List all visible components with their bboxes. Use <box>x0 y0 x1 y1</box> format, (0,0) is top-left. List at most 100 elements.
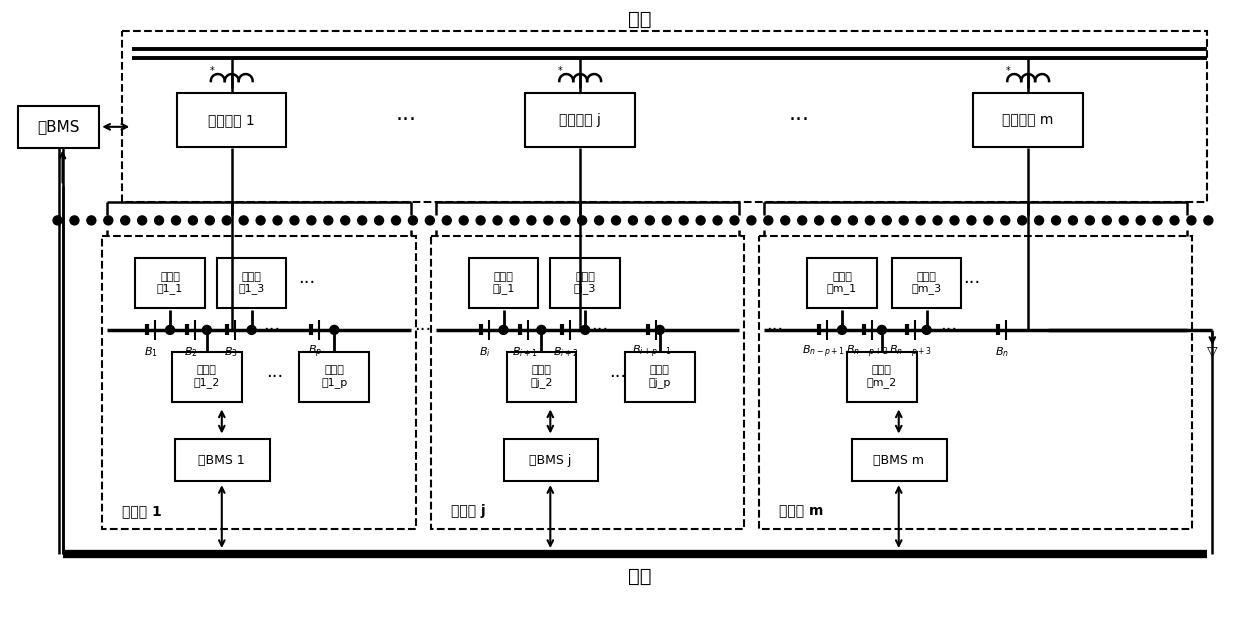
Bar <box>807 259 877 308</box>
Text: ···: ··· <box>395 110 416 130</box>
Circle shape <box>612 216 621 225</box>
Circle shape <box>239 216 248 225</box>
Bar <box>760 236 1192 529</box>
Circle shape <box>628 216 637 225</box>
Text: ···: ··· <box>766 321 783 339</box>
Circle shape <box>341 216 349 225</box>
Text: 顶层电路 m: 顶层电路 m <box>1002 113 1054 127</box>
Text: ···: ··· <box>266 368 284 386</box>
Bar <box>624 352 695 402</box>
Circle shape <box>747 216 756 225</box>
Text: 底层电
路j_2: 底层电 路j_2 <box>530 365 553 388</box>
Circle shape <box>222 216 232 225</box>
Circle shape <box>392 216 400 225</box>
Circle shape <box>544 216 553 225</box>
Bar <box>177 93 286 147</box>
Circle shape <box>916 216 926 225</box>
Text: 底层电
路j_1: 底层电 路j_1 <box>492 272 514 294</box>
Text: $B_{n-p+1}$: $B_{n-p+1}$ <box>802 343 845 360</box>
Circle shape <box>1136 216 1145 225</box>
Text: 电池包 m: 电池包 m <box>779 504 824 518</box>
Circle shape <box>1204 216 1213 225</box>
Text: *: * <box>1006 66 1011 76</box>
Circle shape <box>646 216 654 225</box>
Text: $B_{i+1}$: $B_{i+1}$ <box>512 345 538 359</box>
Circle shape <box>69 216 79 225</box>
Text: 顶层电路 j: 顶层电路 j <box>559 113 601 127</box>
Circle shape <box>290 216 299 225</box>
Text: 主BMS: 主BMS <box>37 119 79 135</box>
Circle shape <box>1154 216 1162 225</box>
Circle shape <box>536 326 546 334</box>
Circle shape <box>358 216 367 225</box>
Circle shape <box>120 216 130 225</box>
Circle shape <box>1170 216 1180 225</box>
Circle shape <box>273 216 282 225</box>
Text: ···: ··· <box>610 368 627 386</box>
Circle shape <box>900 216 908 225</box>
Circle shape <box>933 216 942 225</box>
Circle shape <box>188 216 197 225</box>
Text: 从BMS j: 从BMS j <box>529 454 571 467</box>
Text: 底层电
路m_2: 底层电 路m_2 <box>867 365 897 388</box>
Circle shape <box>499 326 508 334</box>
Text: 电池包 j: 电池包 j <box>451 504 486 518</box>
Text: 底层电
路j_p: 底层电 路j_p <box>649 365 672 388</box>
Circle shape <box>442 216 451 225</box>
Circle shape <box>510 216 519 225</box>
Text: 顶层: 顶层 <box>628 10 652 29</box>
Bar <box>103 236 416 529</box>
Circle shape <box>460 216 468 225</box>
Text: ···: ··· <box>297 274 315 292</box>
Circle shape <box>138 216 146 225</box>
Circle shape <box>1187 216 1196 225</box>
Circle shape <box>323 216 333 225</box>
Circle shape <box>425 216 435 225</box>
Circle shape <box>374 216 384 225</box>
Circle shape <box>764 216 773 225</box>
Circle shape <box>155 216 164 225</box>
Circle shape <box>1119 216 1129 225</box>
Bar <box>468 259 539 308</box>
Circle shape <box>166 326 175 334</box>
Bar <box>847 352 917 402</box>
Circle shape <box>877 326 886 334</box>
Circle shape <box>171 216 181 225</box>
Circle shape <box>831 216 840 225</box>
Text: 顶层电路 1: 顶层电路 1 <box>208 113 255 127</box>
Circle shape <box>781 216 789 225</box>
Circle shape <box>730 216 738 225</box>
Text: $B_{i+p-1}$: $B_{i+p-1}$ <box>632 343 672 360</box>
Circle shape <box>1017 216 1027 225</box>
Text: $B_{n-p+3}$: $B_{n-p+3}$ <box>890 343 932 360</box>
Text: 底层电
路1_3: 底层电 路1_3 <box>239 272 265 294</box>
Bar <box>974 93 1083 147</box>
Bar <box>550 259 620 308</box>
Circle shape <box>247 326 256 334</box>
Bar <box>892 259 961 308</box>
Text: *: * <box>558 66 563 76</box>
Bar <box>300 352 369 402</box>
Circle shape <box>714 216 722 225</box>
Circle shape <box>581 326 590 334</box>
Circle shape <box>527 216 536 225</box>
Circle shape <box>307 216 316 225</box>
Circle shape <box>202 326 212 334</box>
Circle shape <box>950 216 959 225</box>
Bar <box>217 259 286 308</box>
Bar <box>172 352 242 402</box>
Circle shape <box>330 326 338 334</box>
Text: 底层: 底层 <box>628 567 652 587</box>
Circle shape <box>882 216 891 225</box>
Text: 底层电
路1_2: 底层电 路1_2 <box>193 365 221 388</box>
Bar <box>123 31 1207 203</box>
Bar <box>431 236 745 529</box>
Text: 电池包 1: 电池包 1 <box>123 504 162 518</box>
Text: ···: ··· <box>789 110 810 130</box>
Circle shape <box>104 216 113 225</box>
Text: 底层电
路m_3: 底层电 路m_3 <box>912 272 942 294</box>
Bar <box>135 259 204 308</box>
Bar <box>175 440 270 481</box>
Circle shape <box>1035 216 1043 225</box>
Circle shape <box>206 216 214 225</box>
